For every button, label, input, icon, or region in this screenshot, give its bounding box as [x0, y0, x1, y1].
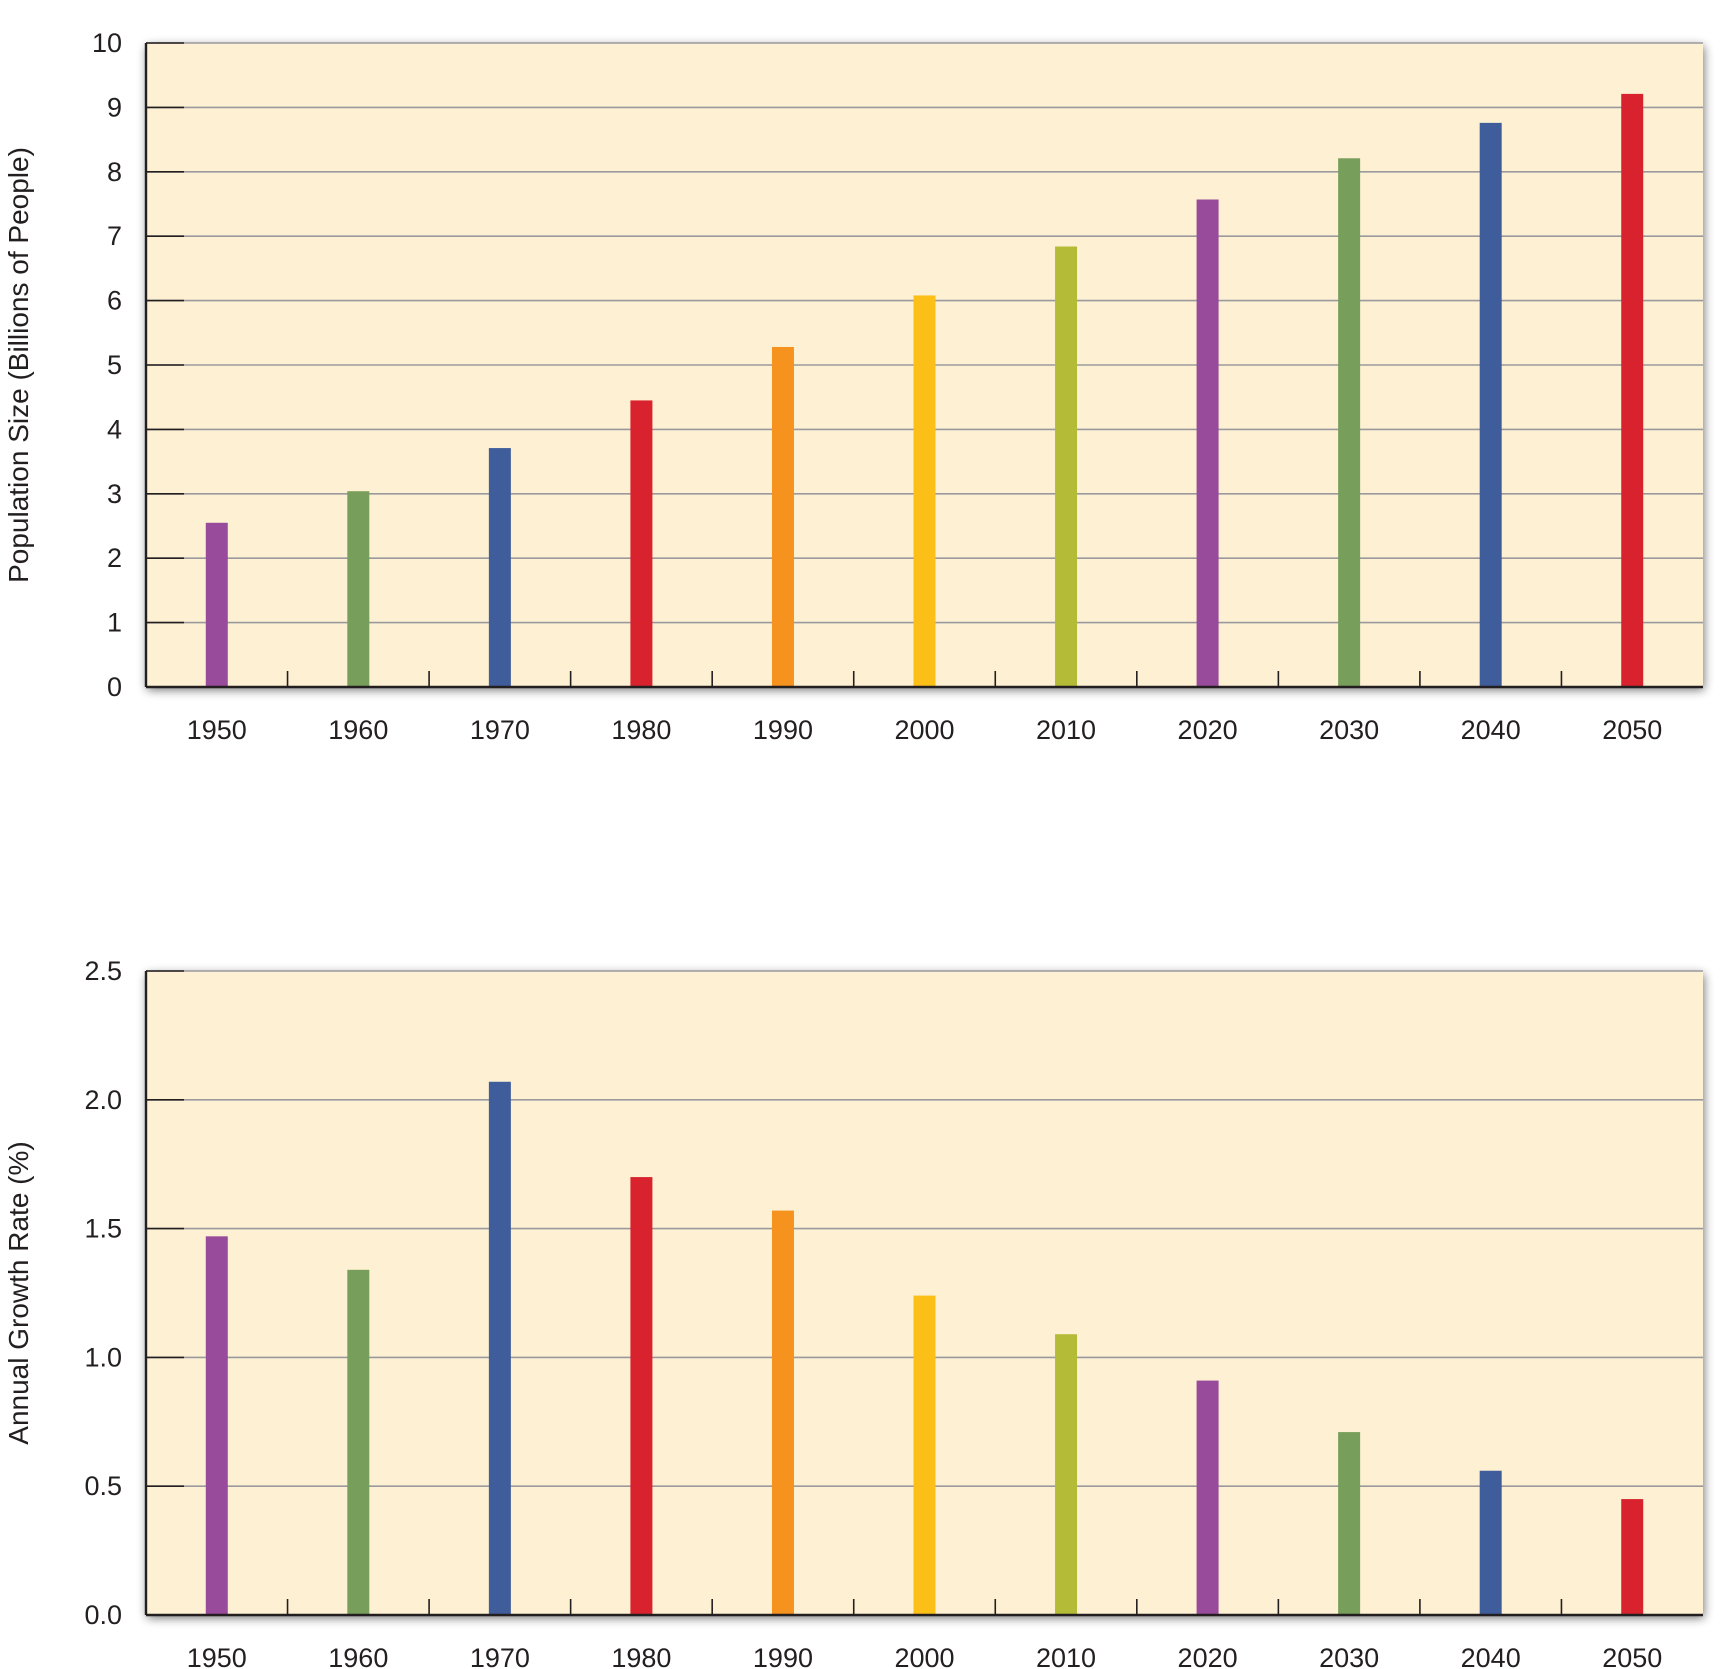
axes	[144, 970, 1703, 1617]
x-tick-label: 2010	[1036, 1643, 1096, 1669]
bar	[1621, 93, 1644, 688]
bar	[1055, 246, 1078, 687]
x-tick-label: 1950	[187, 1643, 247, 1669]
bar	[630, 400, 653, 687]
y-tick-label: 1.5	[84, 1214, 122, 1244]
population-size-chart: 0 1 2 3 4 5 6 7 8 9 10 1950 1960 1970 1980 1990 2000 201…	[3, 28, 1703, 745]
x-tick-label: 1980	[611, 1643, 671, 1669]
x-tick-labels: 1950 1960 1970 1980 1990 2000 2010 2020 2030 2040…	[187, 1643, 1663, 1669]
bar	[1479, 1470, 1502, 1615]
bar	[1621, 1499, 1644, 1615]
y-tick-label: 0	[107, 672, 122, 702]
bar	[913, 295, 936, 687]
y-tick-label: 7	[107, 221, 122, 251]
y-tick-labels: 0.0 0.5 1.0 1.5 2.0 2.5	[84, 956, 122, 1630]
x-tick-label: 2010	[1036, 715, 1096, 745]
x-tick-label: 1990	[753, 715, 813, 745]
x-tick-label: 2000	[894, 1643, 954, 1669]
x-tick-label: 1980	[611, 715, 671, 745]
y-tick-label: 2.5	[84, 956, 122, 986]
y-tick-labels: 0 1 2 3 4 5 6 7 8 9 10	[92, 28, 122, 702]
annual-growth-rate-chart: 0.0 0.5 1.0 1.5 2.0 2.5 1950 1960 1970 1980 1990 2…	[3, 956, 1703, 1669]
x-tick-label: 2040	[1461, 1643, 1521, 1669]
x-tick-label: 1950	[187, 715, 247, 745]
x-tick-labels: 1950 1960 1970 1980 1990 2000 2010 2020 2030 2040…	[187, 715, 1663, 745]
x-tick-label: 2020	[1178, 1643, 1238, 1669]
x-tick-label: 1970	[470, 715, 530, 745]
bar	[1055, 1334, 1078, 1615]
y-tick-label: 1.0	[84, 1342, 122, 1372]
y-tick-label: 2	[107, 543, 122, 573]
bars	[205, 93, 1644, 688]
bar	[1196, 1380, 1219, 1615]
y-tick-label: 1	[107, 608, 122, 638]
bar	[347, 491, 370, 687]
y-tick-label: 0.0	[84, 1600, 122, 1630]
y-tick-label: 2.0	[84, 1085, 122, 1115]
bar	[1338, 1432, 1361, 1615]
bar	[771, 1210, 794, 1615]
x-tick-label: 2030	[1319, 715, 1379, 745]
bar	[488, 1081, 511, 1615]
bar	[913, 1295, 936, 1615]
x-tick-label: 2050	[1602, 1643, 1662, 1669]
axes	[144, 42, 1703, 689]
x-tick-label: 2000	[894, 715, 954, 745]
y-axis-title: Annual Growth Rate (%)	[3, 1141, 34, 1444]
x-tick-label: 1990	[753, 1643, 813, 1669]
bar	[205, 1236, 228, 1615]
y-tick-label: 4	[107, 414, 122, 444]
bar	[1479, 122, 1502, 687]
y-tick-label: 0.5	[84, 1471, 122, 1501]
bar	[1196, 199, 1219, 687]
y-tick-label: 9	[107, 92, 122, 122]
x-tick-label: 1960	[328, 715, 388, 745]
x-tick-label: 2050	[1602, 715, 1662, 745]
x-tick-label: 2040	[1461, 715, 1521, 745]
x-tick-label: 2020	[1178, 715, 1238, 745]
y-tick-label: 5	[107, 350, 122, 380]
bar	[630, 1177, 653, 1615]
y-tick-label: 3	[107, 479, 122, 509]
x-tick-label: 2030	[1319, 1643, 1379, 1669]
y-tick-label: 6	[107, 286, 122, 316]
bar	[488, 448, 511, 687]
x-tick-label: 1960	[328, 1643, 388, 1669]
y-axis-title: Population Size (Billions of People)	[3, 147, 34, 583]
y-tick-label: 10	[92, 28, 122, 58]
bars	[205, 1081, 1644, 1615]
grid-lines	[146, 970, 1703, 1487]
bar	[771, 346, 794, 687]
x-tick-label: 1970	[470, 1643, 530, 1669]
bar	[205, 522, 228, 687]
bar	[1338, 158, 1361, 687]
bar	[347, 1269, 370, 1615]
y-tick-label: 8	[107, 157, 122, 187]
